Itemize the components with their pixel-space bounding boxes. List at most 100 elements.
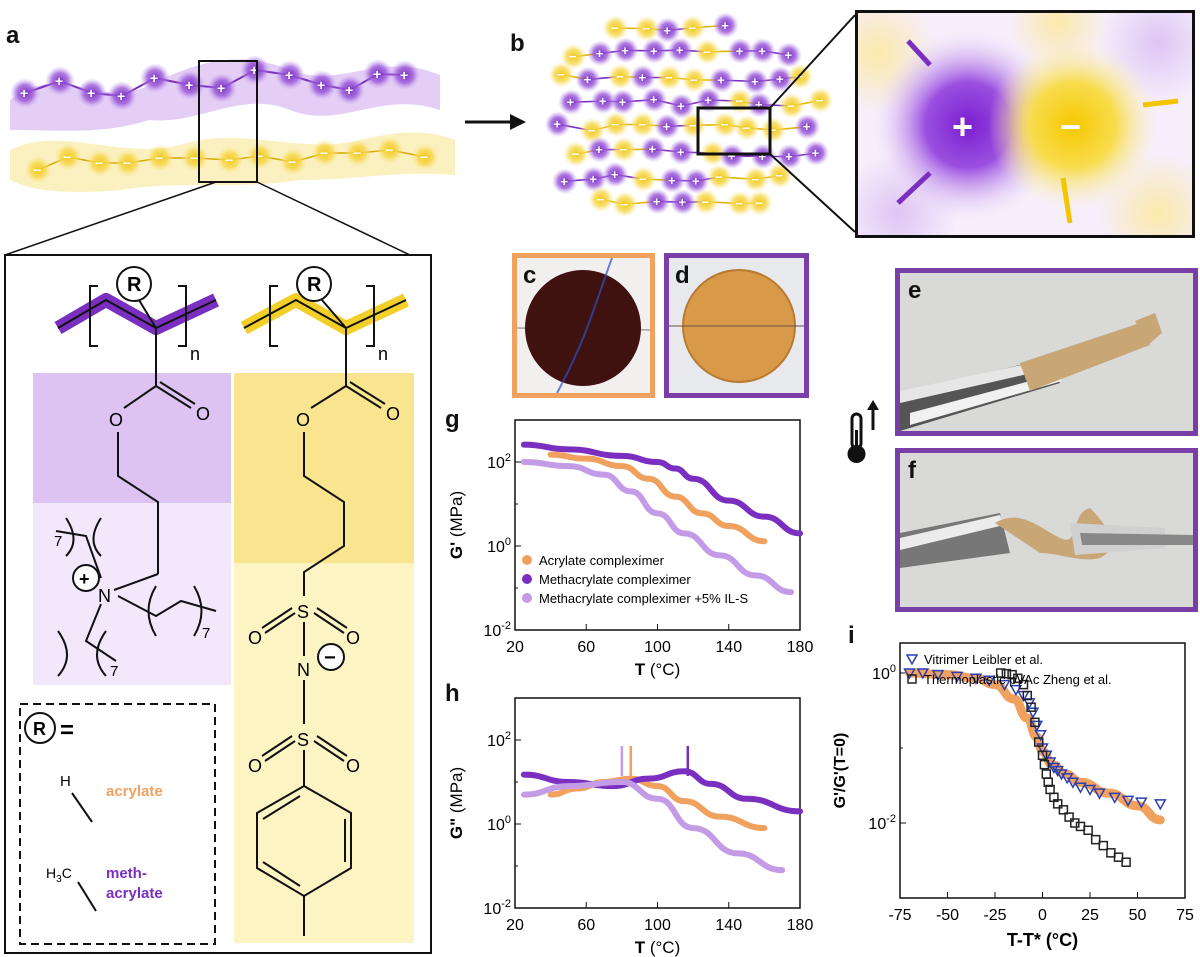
x-tick-label: 75 xyxy=(1176,907,1194,924)
series-line-2 xyxy=(520,459,795,596)
photo-e: e xyxy=(895,268,1198,436)
plus-sign: + xyxy=(20,85,28,101)
x-tick-label: 100 xyxy=(644,639,671,656)
minus-sign: − xyxy=(639,172,647,187)
cation-bead xyxy=(683,168,710,195)
plus-sign: + xyxy=(638,70,646,85)
pvac-point xyxy=(1090,834,1101,845)
anion-bead xyxy=(611,191,638,218)
cation-bead xyxy=(746,91,773,118)
plus-sign: + xyxy=(668,173,676,188)
big-plus: + xyxy=(952,106,973,147)
x-tick-label: -25 xyxy=(983,907,1006,924)
anion-bead xyxy=(311,139,339,167)
s-bottom: S xyxy=(297,730,309,750)
minus-sign: − xyxy=(642,21,650,36)
cation-bead xyxy=(708,67,735,94)
ion-pair-zoom: + − xyxy=(855,10,1195,238)
panel-label-i: i xyxy=(848,622,855,649)
cation-bead xyxy=(794,113,821,140)
x-tick-label: 140 xyxy=(715,917,742,934)
minus-sign: − xyxy=(735,196,743,211)
cation-bead xyxy=(767,66,794,93)
y-tick-label: 10-2 xyxy=(483,898,511,918)
zoom-window xyxy=(198,60,258,183)
cation-bead xyxy=(742,68,769,95)
anion-bead xyxy=(712,111,739,138)
vitrimer-point xyxy=(1135,797,1148,809)
minus-sign: − xyxy=(743,120,751,135)
plus-sign: + xyxy=(250,62,258,78)
pvac-point xyxy=(1052,799,1063,809)
zoom-lines xyxy=(4,181,411,256)
minus-sign: − xyxy=(588,123,596,138)
cation-bead xyxy=(712,12,739,39)
anion-bead xyxy=(680,112,707,139)
legend-marker-0 xyxy=(522,555,532,565)
plus-sign: + xyxy=(599,94,607,109)
legend-marker-1 xyxy=(522,574,532,584)
anion-bead xyxy=(656,64,683,91)
vitrimer-point xyxy=(1034,730,1047,742)
r-group-left: R xyxy=(127,274,142,296)
pvac-point xyxy=(1022,690,1033,701)
cation-bead xyxy=(654,17,681,44)
photo-d-sample xyxy=(669,269,804,383)
minus-sign: − xyxy=(665,70,673,85)
cation-bead xyxy=(587,40,614,67)
minus-sign: − xyxy=(190,150,198,166)
h-atom-label: H xyxy=(60,773,71,790)
minus-sign: − xyxy=(775,168,783,183)
x-tick-label: 140 xyxy=(715,639,742,656)
plus-sign-n: + xyxy=(79,569,90,589)
plus-sign: + xyxy=(755,97,763,112)
chart-h: 20 60 100 140 180 102 100 10-2 T (°C) G" (MPa) xyxy=(447,697,813,957)
anion-bead xyxy=(548,61,575,88)
vitrimer-point xyxy=(1009,684,1023,697)
cation-bead xyxy=(727,37,754,64)
pvac-point xyxy=(1039,759,1050,770)
pvac-point xyxy=(995,668,1006,678)
r-group-right: R xyxy=(307,274,322,296)
minus-sign: − xyxy=(787,98,795,113)
cation-bead xyxy=(45,66,75,96)
minus-sign: − xyxy=(751,172,759,187)
legend-label-1: Methacrylate compleximer xyxy=(539,572,691,587)
o-carbonyl-right: O xyxy=(386,404,400,424)
minus-sign: − xyxy=(33,162,41,178)
minus-sign: − xyxy=(703,44,711,59)
cation-bead xyxy=(669,189,696,216)
minus-sign: − xyxy=(255,148,263,164)
x-axis-label: T (°C) xyxy=(635,938,681,957)
cation-bead xyxy=(363,59,393,89)
anion-bead xyxy=(760,117,787,144)
panel-label-f: f xyxy=(908,457,916,484)
vitrimer-point xyxy=(1108,792,1121,804)
panel-a-charges: + + + + + + + + + + + + + − − − − − − − − − − − − − xyxy=(10,55,439,184)
cation-bead xyxy=(175,70,205,100)
n-right: n xyxy=(378,344,388,364)
panel-label-d: d xyxy=(675,262,690,289)
plus-sign: + xyxy=(185,77,193,93)
minus-sign: − xyxy=(769,123,777,138)
anion-bead xyxy=(706,163,733,190)
cation-bead xyxy=(629,64,656,91)
n-sulfonimide: N xyxy=(297,660,310,680)
cation-bead xyxy=(776,42,803,69)
cation-bead xyxy=(390,60,420,90)
vitrimer-point xyxy=(1093,788,1106,800)
vitrimer-point xyxy=(1051,765,1064,778)
anion-bead xyxy=(246,142,274,170)
panel-label-e: e xyxy=(908,277,922,304)
r-def-symbol: R xyxy=(33,719,46,739)
plus-sign: + xyxy=(678,195,686,210)
minus-sign: − xyxy=(385,142,393,158)
vitrimer-point xyxy=(969,673,983,685)
anion-bead xyxy=(602,111,629,138)
plot-frame xyxy=(514,697,801,909)
pvac-point xyxy=(1001,668,1012,679)
anion-bead xyxy=(376,136,404,164)
cation-bead xyxy=(590,88,617,115)
series-line-1 xyxy=(520,768,803,815)
vitrimer-point xyxy=(950,671,964,683)
